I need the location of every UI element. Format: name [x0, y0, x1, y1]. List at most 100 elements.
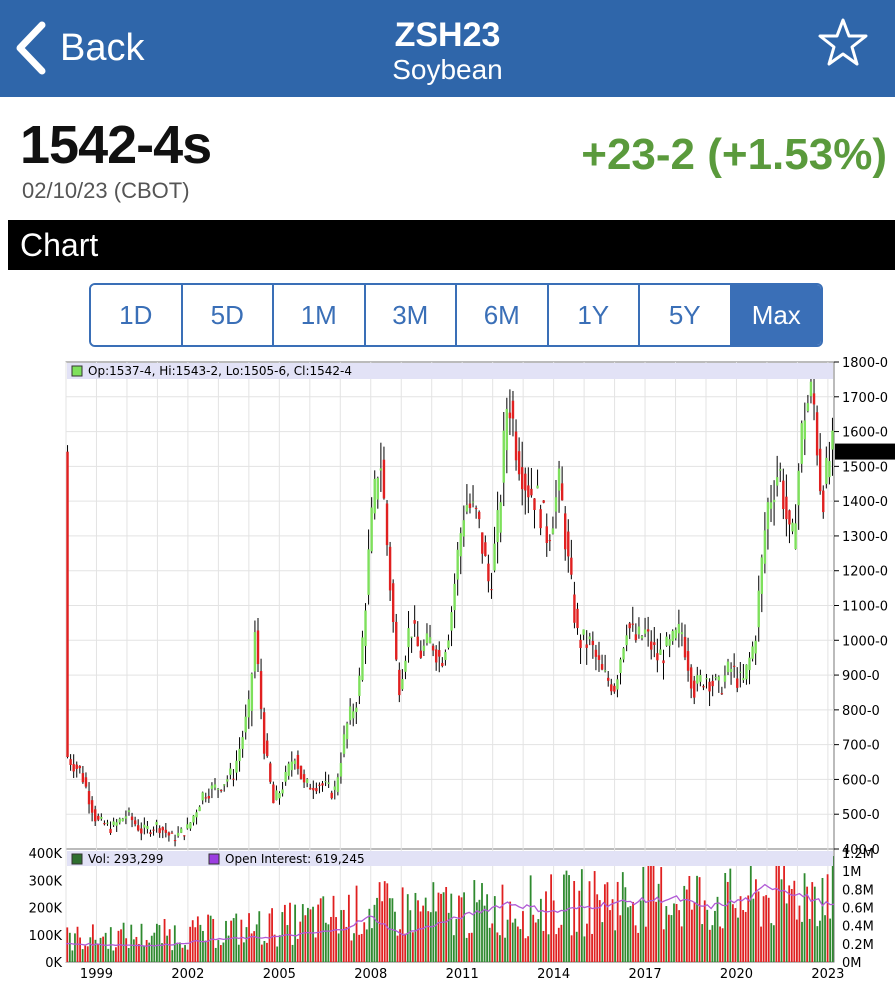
- open-interest-axis-label: 1.2M: [842, 847, 874, 862]
- volume-bar: [632, 901, 634, 962]
- candle-up: [176, 832, 180, 836]
- volume-bar: [624, 887, 627, 962]
- volume-bar: [283, 904, 286, 962]
- volume-bar: [683, 885, 686, 962]
- volume-bar: [493, 896, 496, 962]
- candle-up: [444, 652, 447, 660]
- volume-bar: [534, 922, 537, 962]
- volume-bar: [132, 939, 135, 962]
- candle-down: [140, 828, 143, 834]
- volume-bar: [703, 900, 706, 962]
- volume-bar: [575, 931, 578, 962]
- volume-bar: [688, 875, 691, 962]
- volume-bar: [186, 949, 189, 962]
- candle-down: [72, 764, 75, 772]
- candle-down: [133, 820, 137, 825]
- candle-up: [336, 777, 340, 792]
- volume-bar: [555, 934, 558, 962]
- volume-bar: [143, 946, 145, 962]
- volume-bar: [250, 933, 253, 962]
- volume-bar: [437, 892, 440, 962]
- volume-bar: [381, 901, 384, 962]
- back-button[interactable]: Back: [12, 20, 144, 76]
- range-5y-button[interactable]: 5Y: [640, 285, 732, 345]
- star-outline-icon[interactable]: [817, 16, 869, 68]
- candle-up: [462, 520, 466, 537]
- candle-up: [342, 734, 346, 754]
- candle-up: [305, 779, 309, 784]
- volume-bar: [358, 934, 361, 962]
- volume-bar: [778, 857, 780, 962]
- candle-up: [367, 549, 370, 595]
- candle-up: [536, 485, 539, 489]
- candle-up: [355, 707, 358, 713]
- candle-up: [186, 824, 189, 829]
- commodity-name: Soybean: [392, 54, 503, 85]
- volume-bar: [455, 919, 458, 962]
- volume-bar: [286, 925, 289, 962]
- volume-bar: [345, 926, 348, 962]
- volume-bar: [463, 892, 465, 962]
- candle-up: [247, 699, 250, 718]
- volume-bar: [739, 896, 742, 962]
- volume-bar: [716, 896, 719, 962]
- price-chart[interactable]: 1800-0 1700-0 1600-0 1500-0 1400-0 1300-0 1200…: [0, 352, 895, 983]
- candle-down: [416, 636, 419, 647]
- volume-bar: [317, 904, 320, 962]
- volume-bar: [353, 933, 355, 962]
- volume-axis-label: 100K: [29, 929, 63, 944]
- candle-down: [299, 765, 303, 779]
- volume-bar: [637, 932, 640, 962]
- volume-bar: [488, 927, 491, 962]
- volume-bar: [291, 944, 294, 962]
- candle-up: [293, 760, 297, 764]
- range-5d-button[interactable]: 5D: [182, 285, 274, 345]
- candle-up: [772, 499, 776, 503]
- candle-up: [241, 737, 244, 749]
- quote-date: 02/10/23 (CBOT): [22, 178, 190, 203]
- volume-bar: [365, 929, 368, 962]
- back-label: Back: [60, 26, 145, 69]
- candle-down: [597, 655, 601, 660]
- x-axis-label: 2008: [354, 967, 387, 982]
- candle-down: [650, 641, 653, 650]
- candle-up: [625, 635, 628, 646]
- candle-down: [683, 636, 687, 658]
- candle-up: [345, 723, 349, 740]
- candle-down: [539, 509, 542, 529]
- volume-bar: [127, 947, 130, 962]
- volume-bar: [499, 935, 501, 962]
- price-legend-bg: [67, 363, 833, 379]
- volume-bar: [644, 926, 647, 962]
- candle-up: [447, 640, 450, 648]
- candle-up: [557, 468, 561, 491]
- volume-bar: [657, 883, 660, 962]
- volume-bar: [563, 874, 565, 962]
- volume-bar: [806, 886, 809, 962]
- range-1m-button[interactable]: 1M: [274, 285, 366, 345]
- candle-up: [244, 716, 247, 733]
- volume-bar: [772, 925, 775, 962]
- volume-bar: [176, 944, 179, 962]
- candle-up: [407, 628, 410, 648]
- range-3m-button[interactable]: 3M: [365, 285, 457, 345]
- open-interest-axis-label: 1M: [842, 865, 862, 880]
- range-1d-button[interactable]: 1D: [91, 285, 183, 345]
- candle-down: [395, 621, 398, 660]
- candle-up: [121, 818, 125, 822]
- top-bar: Back ZSH23 Soybean: [0, 0, 895, 97]
- symbol-title: ZSH23: [394, 16, 501, 54]
- candle-down: [219, 789, 223, 791]
- range-1y-button[interactable]: 1Y: [548, 285, 640, 345]
- candle-up: [465, 505, 469, 512]
- range-6m-button[interactable]: 6M: [457, 285, 549, 345]
- price-axis-label: 1100-0: [842, 600, 888, 615]
- volume-bar: [368, 908, 371, 962]
- volume-bar: [104, 932, 107, 962]
- candle-down: [66, 451, 69, 758]
- range-max-button[interactable]: Max: [731, 285, 821, 345]
- volume-bar: [432, 882, 435, 962]
- candle-down: [484, 542, 487, 556]
- candle-down: [262, 712, 266, 754]
- candle-down: [585, 644, 588, 648]
